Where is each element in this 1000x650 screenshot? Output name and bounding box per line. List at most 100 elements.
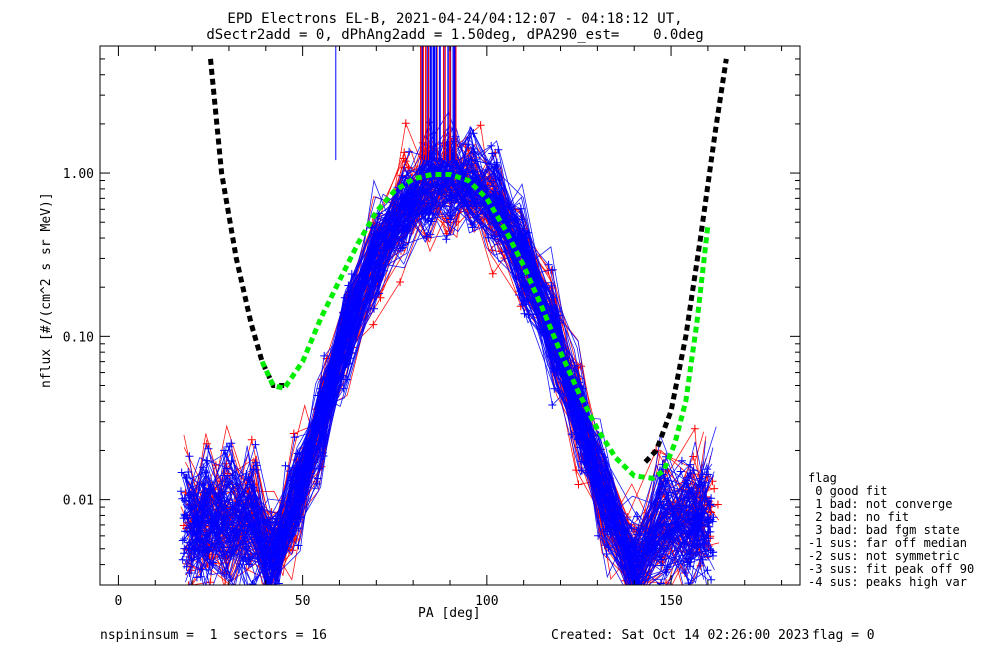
data-point bbox=[204, 545, 213, 554]
flag-legend-entry: -4 sus: peaks high var bbox=[808, 575, 967, 589]
data-point bbox=[595, 482, 604, 491]
flag-legend-entry: 3 bad: bad fgm state bbox=[808, 523, 960, 537]
data-point bbox=[251, 458, 260, 467]
data-point bbox=[185, 523, 194, 532]
data-point bbox=[687, 486, 696, 495]
data-point bbox=[704, 552, 712, 561]
data-point bbox=[664, 488, 673, 497]
data-point bbox=[397, 234, 406, 243]
data-point bbox=[369, 320, 378, 329]
data-point bbox=[603, 520, 612, 529]
data-point bbox=[289, 429, 298, 438]
data-point bbox=[495, 193, 504, 201]
data-trace bbox=[184, 180, 712, 571]
data-point bbox=[577, 457, 586, 466]
data-point bbox=[220, 497, 229, 506]
data-trace bbox=[188, 152, 709, 576]
data-point bbox=[625, 570, 634, 579]
y-tick-label: 0.01 bbox=[63, 494, 94, 509]
data-point bbox=[245, 476, 254, 485]
data-point bbox=[262, 553, 271, 562]
data-point bbox=[488, 269, 497, 278]
flag-legend-entry: 1 bad: not converge bbox=[808, 497, 953, 511]
data-point bbox=[401, 217, 410, 226]
data-point bbox=[554, 307, 562, 316]
x-tick-label: 0 bbox=[115, 594, 123, 609]
data-point bbox=[705, 522, 714, 531]
data-point bbox=[709, 513, 718, 522]
chart-title: EPD Electrons EL-B, 2021-04-24/04:12:07 … bbox=[227, 11, 683, 27]
x-tick-label: 150 bbox=[659, 594, 682, 609]
data-point bbox=[601, 524, 610, 533]
data-point bbox=[657, 555, 666, 564]
data-point bbox=[262, 562, 271, 571]
data-point bbox=[181, 527, 190, 536]
data-point bbox=[244, 542, 253, 551]
data-point bbox=[633, 512, 642, 521]
data-point bbox=[548, 265, 557, 274]
chart-subtitle: dSectr2add = 0, dPhAng2add = 1.50deg, dP… bbox=[206, 27, 704, 43]
data-point bbox=[428, 179, 437, 188]
data-point bbox=[192, 573, 201, 582]
data-point bbox=[285, 530, 294, 539]
data-point bbox=[516, 302, 525, 311]
data-point bbox=[422, 232, 431, 241]
mask-left bbox=[0, 0, 100, 650]
data-point bbox=[519, 296, 528, 305]
data-trace bbox=[193, 177, 708, 577]
data-point bbox=[423, 194, 432, 203]
flag-legend-entry: -2 sus: not symmetric bbox=[808, 549, 960, 563]
data-point bbox=[692, 548, 701, 557]
data-point bbox=[698, 481, 707, 490]
data-point bbox=[710, 484, 719, 493]
data-point bbox=[185, 496, 194, 505]
data-trace bbox=[190, 150, 708, 572]
data-point bbox=[220, 471, 229, 480]
data-point bbox=[662, 497, 671, 506]
data-point bbox=[522, 241, 531, 250]
data-point bbox=[625, 542, 634, 551]
data-point bbox=[627, 523, 636, 532]
data-point bbox=[199, 463, 207, 472]
data-point bbox=[487, 141, 496, 150]
data-trace bbox=[194, 157, 707, 603]
data-point bbox=[290, 433, 299, 442]
flag-legend: flag 0 good fit 1 bad: not converge 2 ba… bbox=[808, 472, 974, 589]
data-trace bbox=[182, 172, 711, 580]
data-trace bbox=[188, 129, 710, 574]
data-point bbox=[602, 550, 611, 558]
data-point bbox=[574, 480, 583, 489]
data-trace bbox=[191, 174, 703, 561]
data-point bbox=[686, 557, 695, 566]
data-point bbox=[713, 500, 722, 509]
data-point bbox=[178, 536, 187, 545]
data-point bbox=[442, 235, 451, 244]
data-point bbox=[579, 384, 587, 393]
data-point bbox=[245, 554, 254, 562]
data-point bbox=[294, 541, 303, 550]
data-point bbox=[703, 566, 712, 575]
data-trace bbox=[185, 159, 709, 595]
data-point bbox=[368, 224, 377, 232]
x-axis-label: PA [deg] bbox=[418, 606, 481, 621]
x-tick-label: 50 bbox=[295, 594, 311, 609]
data-point bbox=[225, 533, 233, 542]
data-point bbox=[199, 499, 208, 508]
fit-layer bbox=[208, 58, 729, 481]
data-trace bbox=[189, 151, 714, 582]
data-point bbox=[708, 477, 717, 486]
data-point bbox=[655, 490, 664, 499]
data-point bbox=[269, 532, 278, 541]
data-point bbox=[340, 293, 349, 302]
data-point bbox=[180, 496, 189, 505]
flag-legend-entry: -3 sus: fit peak off 90 bbox=[808, 562, 975, 576]
data-point bbox=[467, 198, 475, 207]
data-point bbox=[677, 456, 686, 465]
data-point bbox=[247, 435, 256, 444]
data-point bbox=[196, 572, 205, 581]
data-point bbox=[177, 487, 185, 496]
data-point bbox=[464, 156, 473, 165]
data-point bbox=[488, 149, 497, 158]
